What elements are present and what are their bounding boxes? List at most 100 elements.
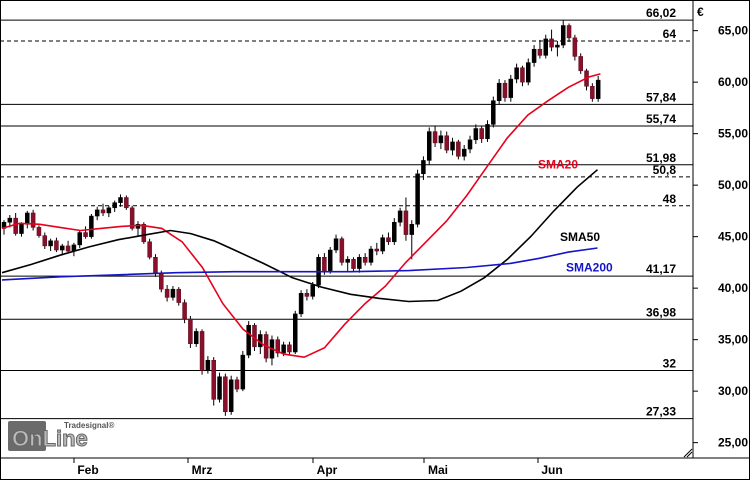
candle-body [444, 135, 449, 151]
candle-body [223, 376, 228, 412]
candle-body [595, 79, 601, 99]
candle-body [147, 241, 152, 258]
level-label: 55,74 [646, 112, 676, 126]
level-label: 36,98 [646, 305, 676, 319]
candle-body [287, 344, 292, 353]
candle-body [217, 376, 222, 400]
candle-body [438, 135, 444, 144]
level-label: 64 [663, 27, 677, 41]
candle-body [327, 249, 333, 271]
candle-body [193, 331, 199, 345]
candle-body [94, 209, 100, 217]
candle-body [7, 217, 13, 223]
candle-body [485, 124, 490, 140]
candle-body [182, 302, 187, 320]
candle-body [456, 141, 461, 157]
candle-body [461, 148, 467, 157]
sma-line-sma50 [1, 169, 599, 303]
candle-body [520, 67, 525, 83]
level-label: 66,02 [646, 6, 676, 20]
logo-box [8, 421, 46, 451]
candle-body [129, 207, 135, 229]
candle-body [514, 67, 519, 80]
candle-body [228, 379, 234, 412]
candle-body [42, 235, 48, 247]
candle-body [234, 379, 240, 390]
candle-body [432, 131, 438, 144]
x-tick-label: Feb [77, 463, 98, 477]
candle-body [502, 82, 508, 98]
logo-brand-big: OnLine [12, 426, 88, 451]
candle-body [304, 293, 310, 297]
sma-line-sma200 [1, 247, 598, 281]
candle-body [572, 37, 578, 57]
candle-body [392, 221, 397, 243]
candle-body [479, 128, 484, 140]
candle-body [275, 339, 281, 354]
candle-body [450, 141, 455, 151]
candle-body [141, 224, 147, 243]
level-label: 48 [663, 192, 677, 206]
y-tick-label: 25,00 [718, 436, 748, 450]
sma-label-sma200: SMA200 [566, 261, 613, 275]
candle-body [403, 210, 409, 235]
candle-body [362, 256, 368, 263]
candle-body [118, 197, 123, 203]
candle-body [496, 82, 502, 101]
candle-body [19, 224, 24, 234]
candle-body [590, 86, 595, 99]
candle-body [159, 273, 164, 290]
level-label: 27,33 [646, 405, 676, 419]
candle-body [421, 160, 426, 175]
candle-body [560, 25, 566, 46]
candle-body [386, 237, 391, 243]
candle-body [473, 128, 479, 141]
level-label: 50,8 [653, 163, 677, 177]
y-tick-label: 55,00 [718, 127, 748, 141]
candle-body [54, 240, 59, 251]
y-tick-label: 60,00 [718, 75, 748, 89]
x-tick-label: Jun [541, 463, 562, 477]
logo-brand-small: Tradesignal® [64, 421, 114, 430]
candle-body [89, 215, 94, 237]
candle-body [25, 212, 30, 225]
candle-body [240, 354, 246, 390]
candle-body [170, 288, 176, 298]
candle-body [508, 78, 514, 98]
candle-body [409, 224, 415, 235]
candle-body [415, 173, 420, 225]
candle-body [48, 240, 53, 247]
candle-body [310, 284, 315, 297]
candle-body [211, 359, 216, 400]
candle-body [246, 324, 251, 356]
candle-body [298, 293, 304, 315]
candle-body [205, 359, 211, 371]
candle-body [83, 232, 88, 237]
y-tick-label: 45,00 [718, 230, 748, 244]
candle-body [351, 259, 356, 269]
y-tick-label: 50,00 [718, 178, 748, 192]
candle-body [578, 56, 583, 72]
candle-body [164, 288, 170, 298]
candle-body [491, 100, 496, 125]
x-tick-label: Mrz [192, 463, 213, 477]
candle-body [467, 139, 473, 150]
tradesignal-online-logo: Tradesignal® OnLine [8, 421, 114, 452]
candle-body [339, 238, 345, 263]
candle-body [293, 313, 298, 353]
candle-body [106, 207, 112, 214]
candle-body [77, 232, 82, 246]
candle-body [199, 331, 205, 371]
candle-body [426, 131, 432, 161]
candle-body [100, 209, 106, 214]
candle-body [566, 25, 572, 39]
candle-body [397, 210, 403, 223]
candle-body [30, 212, 36, 228]
candle-body [124, 197, 129, 209]
x-tick-label: Apr [317, 463, 338, 477]
candle-body [281, 344, 286, 354]
candle-body [153, 256, 158, 274]
y-tick-label: 40,00 [718, 281, 748, 295]
